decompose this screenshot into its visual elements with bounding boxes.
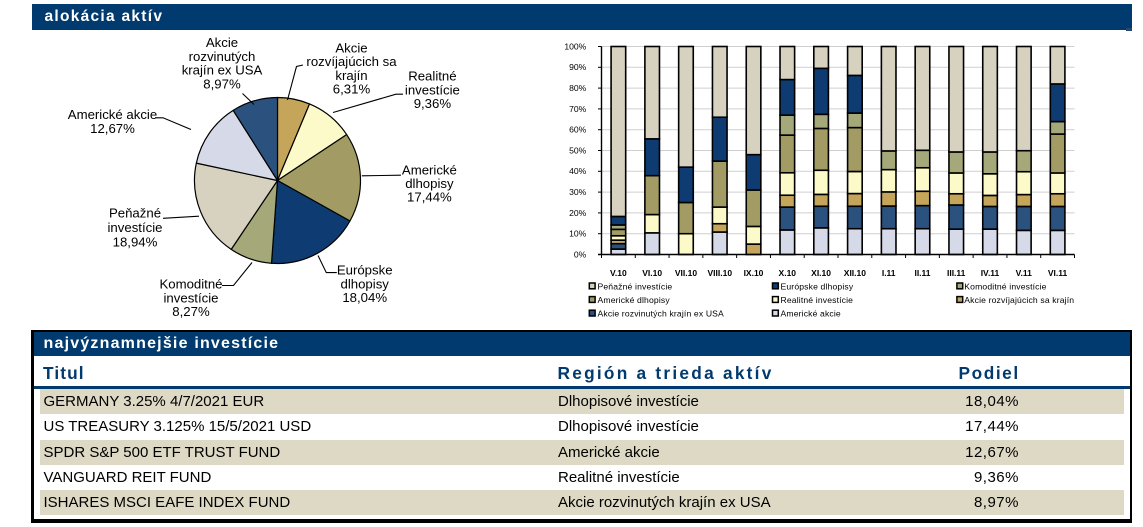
svg-text:12,67%: 12,67% [90, 121, 135, 136]
svg-text:krajín: krajín [335, 68, 367, 83]
svg-text:20%: 20% [569, 208, 587, 218]
svg-text:90%: 90% [569, 62, 587, 72]
svg-text:Akcie: Akcie [335, 41, 367, 56]
svg-text:Akcie rozvíjajúcich sa krajín: Akcie rozvíjajúcich sa krajín [964, 295, 1074, 305]
svg-text:40%: 40% [569, 166, 587, 176]
svg-text:Peňažné: Peňažné [109, 206, 161, 221]
svg-text:18,04%: 18,04% [342, 290, 387, 305]
svg-text:18,94%: 18,94% [113, 235, 158, 250]
svg-text:XI.10: XI.10 [811, 268, 831, 278]
svg-text:rozvíjajúcich sa: rozvíjajúcich sa [306, 54, 397, 69]
svg-text:Akcie: Akcie [206, 35, 238, 50]
svg-text:17,44%: 17,44% [407, 190, 452, 205]
svg-text:Európske dlhopisy: Európske dlhopisy [781, 281, 854, 291]
svg-text:Americké akcie: Americké akcie [68, 107, 157, 122]
svg-text:VI.10: VI.10 [642, 268, 662, 278]
svg-text:X.10: X.10 [779, 268, 797, 278]
svg-text:XII.10: XII.10 [844, 268, 866, 278]
svg-text:VIII.10: VIII.10 [708, 268, 733, 278]
svg-text:Európske: Európske [337, 262, 393, 277]
svg-text:investície: investície [108, 220, 163, 235]
svg-text:Komoditné investície: Komoditné investície [964, 281, 1046, 291]
svg-text:krajín ex USA: krajín ex USA [182, 63, 263, 78]
svg-text:investície: investície [405, 82, 460, 97]
svg-text:rozvinutých: rozvinutých [189, 49, 256, 64]
svg-text:Komoditné: Komoditné [159, 277, 222, 292]
svg-text:Americké: Americké [402, 162, 457, 177]
svg-text:8,27%: 8,27% [172, 304, 210, 319]
svg-text:6,31%: 6,31% [333, 82, 371, 97]
svg-text:III.11: III.11 [947, 268, 966, 278]
svg-text:50%: 50% [569, 145, 587, 155]
svg-text:Americké akcie: Americké akcie [781, 309, 841, 319]
svg-text:IV.11: IV.11 [981, 268, 1000, 278]
svg-text:80%: 80% [569, 83, 587, 93]
svg-text:0%: 0% [574, 249, 587, 259]
svg-text:70%: 70% [569, 104, 587, 114]
svg-text:VII.10: VII.10 [675, 268, 697, 278]
svg-text:Akcie rozvinutých krajín ex US: Akcie rozvinutých krajín ex USA [598, 309, 725, 319]
svg-text:I.11: I.11 [882, 268, 896, 278]
svg-text:Americké dlhopisy: Americké dlhopisy [598, 295, 671, 305]
svg-text:100%: 100% [564, 41, 586, 51]
svg-text:II.11: II.11 [914, 268, 930, 278]
svg-text:8,97%: 8,97% [203, 76, 241, 91]
svg-text:dlhopisy: dlhopisy [341, 276, 390, 291]
svg-text:V.11: V.11 [1016, 268, 1033, 278]
svg-text:30%: 30% [569, 187, 587, 197]
svg-text:investície: investície [164, 290, 219, 305]
svg-text:Peňažné investície: Peňažné investície [598, 281, 673, 291]
svg-text:60%: 60% [569, 125, 587, 135]
svg-text:dlhopisy: dlhopisy [405, 176, 454, 191]
svg-text:10%: 10% [569, 229, 587, 239]
svg-text:Realitné: Realitné [408, 69, 456, 84]
svg-text:Realitné investície: Realitné investície [781, 295, 854, 305]
svg-text:V.10: V.10 [610, 268, 627, 278]
svg-text:IX.10: IX.10 [744, 268, 764, 278]
svg-text:VI.11: VI.11 [1048, 268, 1068, 278]
svg-text:9,36%: 9,36% [414, 96, 452, 111]
